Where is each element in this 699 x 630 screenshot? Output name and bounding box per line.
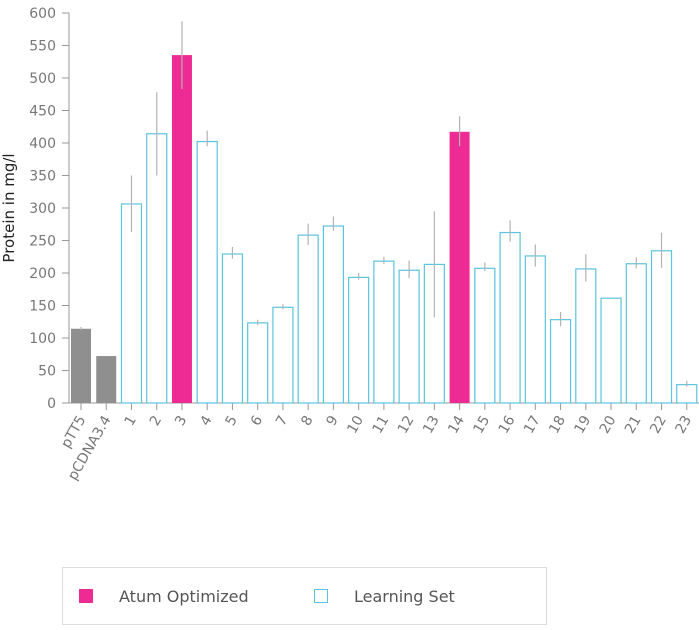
x-tick-label: 22 [647,413,670,436]
y-tick-label: 600 [29,6,56,22]
bar-1 [120,203,143,404]
x-tick-label: 23 [672,413,695,436]
x-tick-label: 19 [571,413,594,436]
bar-3 [171,55,192,403]
x-tick-label: 14 [445,413,468,437]
y-tick-label: 100 [29,331,56,347]
y-axis: 0 50 100 150 200 250 300 350 400 450 500 550 600 [29,6,70,412]
bar-19 [575,268,597,404]
x-tick-label: 5 [223,413,241,429]
x-tick-label: 7 [273,413,291,429]
bars [71,55,698,404]
bar-17 [524,255,546,404]
bar-11 [373,260,395,404]
bar-18 [549,319,572,404]
bar-20 [600,297,622,404]
legend-label-learning-set: Learning Set [354,586,455,606]
x-tick-label: 1 [122,413,140,429]
x-tick-label: 12 [395,413,418,436]
y-tick-label: 150 [29,299,56,315]
legend-label-optimized: Atum Optimized [119,586,249,606]
x-tick-label: 15 [471,413,494,436]
x-tick-label: 17 [521,413,544,436]
legend: Atum Optimized Learning Set [62,567,547,625]
y-tick-label: 400 [29,136,56,152]
x-tick-label: 4 [197,413,215,429]
bar-pTT5 [71,328,91,403]
x-tick-label: 21 [622,413,645,436]
bar-22 [650,250,673,404]
y-tick-label: 350 [29,169,56,185]
bar-16 [499,231,521,404]
bar-5 [221,253,244,404]
bar-10 [348,276,370,404]
legend-item-optimized: Atum Optimized [79,568,249,624]
y-tick-label: 550 [29,39,56,55]
x-tick-label: 6 [248,413,266,429]
bar-12 [398,269,420,404]
legend-item-learning-set: Learning Set [314,568,455,624]
x-tick-label: 3 [172,413,190,429]
bar-7 [272,306,294,404]
x-tick-label: 11 [370,413,393,436]
bar-6 [247,322,269,404]
bar-4 [196,140,218,404]
legend-swatch-optimized [79,589,93,603]
bar-21 [625,263,647,404]
y-tick-label: 250 [29,234,56,250]
bar-14 [449,131,470,404]
x-tick-label: 13 [420,413,443,436]
y-tick-label: 450 [29,104,56,120]
bar-pCDNA3.4 [96,356,117,403]
y-tick-label: 50 [38,364,56,380]
bar-15 [474,267,496,404]
x-tick-label: 8 [298,413,316,429]
x-tick-label: 9 [324,413,342,429]
bar-8 [297,234,319,404]
y-tick-label: 300 [29,201,56,217]
x-tick-label: 16 [496,413,519,437]
y-tick-label: 200 [29,266,56,282]
y-tick-label: 0 [47,396,56,412]
x-tick-label: 18 [546,413,569,436]
y-axis-title: Protein in mg/l [0,153,18,262]
error-bars [80,21,688,387]
bar-23 [676,384,698,404]
x-tick-label: 2 [147,413,165,429]
bar-9 [322,225,344,404]
x-tick-label: 10 [344,413,367,436]
legend-swatch-learning-set [314,589,328,603]
y-tick-label: 500 [29,71,56,87]
x-tick-label: 20 [597,413,620,436]
